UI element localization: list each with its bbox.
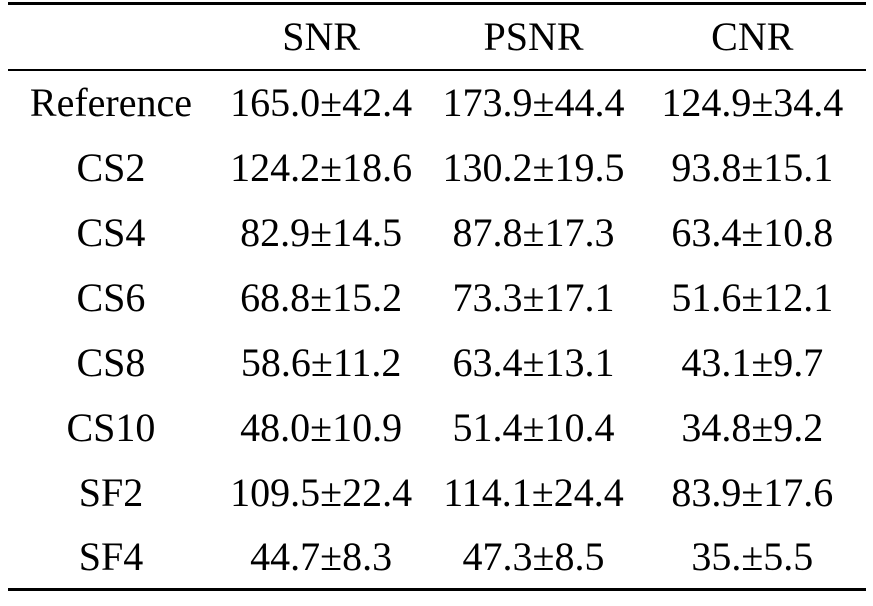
table-cell: 83.9±17.6 [671,469,834,515]
table-cell: 51.4±10.4 [452,404,615,450]
row-label: CS10 [66,404,156,450]
column-header-cnr: CNR [711,14,794,60]
row-label: CS8 [76,339,146,385]
column-header-snr: SNR [282,14,361,60]
table-cell: 63.4±13.1 [452,339,615,385]
table-row-cs4: CS4 82.9±14.5 87.8±17.3 63.4±10.8 [8,200,866,265]
column-header-blank [8,4,214,70]
table-body: Reference 165.0±42.4 173.9±44.4 124.9±34… [8,70,866,590]
table-row-cs6: CS6 68.8±15.2 73.3±17.1 51.6±12.1 [8,265,866,330]
table-row-cs8: CS8 58.6±11.2 63.4±13.1 43.1±9.7 [8,330,866,395]
table-cell: 35.±5.5 [691,533,814,579]
row-label: CS6 [76,274,146,320]
table-cell: 73.3±17.1 [452,274,615,320]
table-cell: 124.9±34.4 [661,80,844,125]
table-cell: 114.1±24.4 [443,469,624,515]
table-cell: 87.8±17.3 [452,209,615,255]
table-cell: 34.8±9.2 [681,404,824,450]
table-cell: 124.2±18.6 [230,144,413,190]
table-cell: 109.5±22.4 [230,469,413,515]
row-label: CS2 [76,144,146,190]
row-label: SF4 [78,533,144,579]
table-cell: 47.3±8.5 [462,533,605,579]
column-header-psnr: PSNR [483,14,584,60]
table-cell: 58.6±11.2 [240,339,402,385]
row-label: Reference [29,80,192,125]
table-row-cs2: CS2 124.2±18.6 130.2±19.5 93.8±15.1 [8,135,866,200]
table-cell: 68.8±15.2 [240,274,403,320]
table-cell: 63.4±10.8 [671,209,834,255]
row-label: SF2 [78,469,144,515]
table-cell: 44.7±8.3 [250,533,393,579]
metrics-table: SNR PSNR CNR Reference 165.0±42.4 173.9±… [8,2,866,591]
table-cell: 48.0±10.9 [240,404,403,450]
table-cell: 82.9±14.5 [240,209,403,255]
table-cell: 51.6±12.1 [671,274,834,320]
metrics-table-container: SNR PSNR CNR Reference 165.0±42.4 173.9±… [8,2,866,591]
table-row-sf4: SF4 44.7±8.3 47.3±8.5 35.±5.5 [8,525,866,590]
table-row-reference: Reference 165.0±42.4 173.9±44.4 124.9±34… [8,70,866,135]
table-cell: 165.0±42.4 [230,80,413,125]
table-cell: 173.9±44.4 [442,80,625,125]
table-cell: 43.1±9.7 [681,339,824,385]
row-label: CS4 [76,209,146,255]
table-row-cs10: CS10 48.0±10.9 51.4±10.4 34.8±9.2 [8,395,866,460]
table-cell: 130.2±19.5 [442,144,625,190]
table-row-sf2: SF2 109.5±22.4 114.1±24.4 83.9±17.6 [8,460,866,525]
header-row: SNR PSNR CNR [8,3,866,70]
table-header: SNR PSNR CNR [8,3,866,70]
table-cell: 93.8±15.1 [671,144,834,190]
